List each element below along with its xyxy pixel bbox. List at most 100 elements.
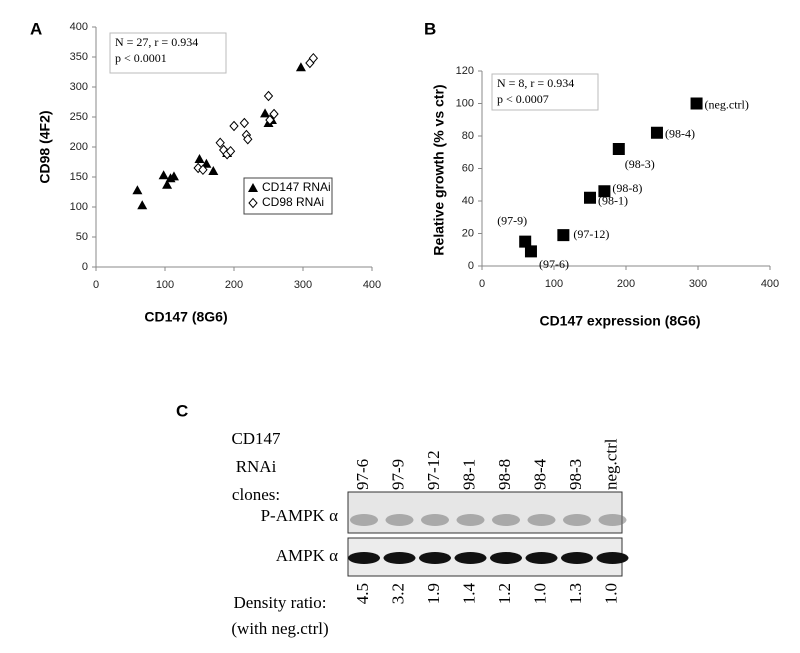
blot-panel — [347, 491, 623, 534]
annotation: p < 0.0001 — [115, 51, 167, 65]
p-ampk-band — [598, 514, 627, 526]
ampk-band — [348, 552, 380, 564]
clone-label: 98-1 — [459, 459, 478, 490]
density-ratio: 1.0 — [601, 583, 620, 604]
x-tick-label: 300 — [294, 279, 312, 291]
square-point — [557, 229, 570, 242]
y-axis-title: CD98 (4F2) — [37, 110, 53, 183]
y-tick-label: 50 — [76, 231, 88, 243]
point-label: (98-1) — [598, 194, 628, 208]
clone-label: 98-8 — [495, 459, 514, 490]
ampk-band — [561, 552, 593, 564]
annotation: N = 8, r = 0.934 — [497, 76, 574, 90]
square-point — [650, 126, 663, 139]
blot-header: clones: — [232, 485, 280, 504]
triangle-point — [137, 200, 148, 210]
y-tick-label: 150 — [70, 171, 88, 183]
y-tick-label: 100 — [70, 201, 88, 213]
y-tick-label: 60 — [462, 162, 474, 174]
y-tick-label: 80 — [462, 130, 474, 142]
ampk-band — [490, 552, 522, 564]
clone-label: 97-12 — [424, 450, 443, 490]
point-label: (neg.ctrl) — [705, 97, 749, 111]
p-ampk-band — [350, 514, 378, 526]
annotation-box — [491, 73, 599, 111]
x-tick-label: 200 — [225, 279, 243, 291]
blot-row-label: AMPK α — [276, 546, 338, 565]
diamond-point — [243, 133, 253, 145]
triangle-point — [260, 108, 271, 118]
diamond-point — [198, 164, 208, 176]
ampk-band — [419, 552, 451, 564]
x-axis-title: CD147 expression (8G6) — [539, 313, 700, 329]
triangle-point — [208, 166, 219, 175]
diamond-point — [263, 90, 274, 102]
blot-row-label: P-AMPK α — [261, 506, 338, 525]
legend-marker — [248, 183, 258, 192]
y-tick-label: 40 — [462, 195, 474, 207]
y-tick-label: 300 — [70, 81, 88, 93]
density-label: Density ratio: — [233, 593, 326, 612]
x-tick-label: 400 — [363, 279, 381, 291]
y-axis-title: Relative growth (% vs ctr) — [431, 84, 447, 255]
square-point — [524, 245, 537, 258]
density-ratio: 1.4 — [459, 583, 478, 605]
clone-label: 97-9 — [388, 459, 407, 490]
density-label: (with neg.ctrl) — [231, 619, 328, 638]
diamond-point — [225, 145, 236, 157]
annotation: N = 27, r = 0.934 — [115, 35, 198, 49]
square-point — [690, 97, 703, 110]
point-label: (97-6) — [539, 257, 569, 271]
p-ampk-band — [492, 514, 520, 526]
density-ratio: 3.2 — [388, 583, 407, 604]
p-ampk-band — [456, 514, 485, 526]
panel-label: C — [176, 401, 188, 420]
triangle-point — [194, 154, 205, 163]
triangle-point — [132, 185, 143, 195]
density-ratio: 1.9 — [424, 583, 443, 604]
y-tick-label: 400 — [70, 21, 88, 33]
y-tick-label: 250 — [70, 111, 88, 123]
clone-label: neg.ctrl — [601, 438, 620, 490]
triangle-point — [201, 158, 212, 168]
point-label: (97-12) — [573, 227, 609, 241]
diamond-point — [269, 108, 279, 120]
square-point — [584, 191, 596, 204]
density-ratio: 4.5 — [353, 583, 372, 604]
x-tick-label: 300 — [689, 278, 707, 290]
triangle-point — [295, 62, 306, 72]
y-tick-label: 350 — [70, 51, 88, 63]
square-point — [598, 185, 611, 198]
x-tick-label: 100 — [545, 278, 563, 290]
x-tick-label: 400 — [761, 278, 779, 290]
y-tick-label: 20 — [462, 227, 474, 239]
diamond-point — [308, 52, 319, 64]
panel-label: B — [424, 19, 436, 38]
blot-header: CD147 — [231, 429, 281, 448]
x-tick-label: 100 — [156, 279, 174, 291]
panel-label: A — [30, 19, 42, 38]
p-ampk-band — [385, 514, 414, 526]
y-tick-label: 0 — [468, 260, 474, 272]
legend-label: CD147 RNAi — [262, 180, 331, 194]
diamond-point — [265, 114, 275, 126]
y-tick-label: 200 — [70, 141, 88, 153]
point-label: (98-4) — [665, 127, 695, 141]
clone-label: 97-6 — [353, 459, 372, 490]
density-ratio: 1.3 — [566, 583, 585, 604]
ampk-band — [525, 552, 558, 564]
p-ampk-band — [421, 514, 449, 526]
ampk-band — [454, 552, 487, 564]
clone-label: 98-4 — [530, 458, 549, 490]
triangle-point — [158, 170, 169, 180]
square-point — [519, 235, 532, 248]
density-ratio: 1.0 — [530, 583, 549, 604]
point-label: (97-9) — [497, 213, 527, 227]
triangle-point — [162, 179, 173, 189]
p-ampk-band — [563, 514, 591, 526]
diamond-point — [229, 120, 239, 132]
blot-header: RNAi — [236, 457, 277, 476]
annotation: p < 0.0007 — [497, 92, 549, 106]
y-tick-label: 100 — [456, 97, 474, 109]
density-ratio: 1.2 — [495, 583, 514, 604]
